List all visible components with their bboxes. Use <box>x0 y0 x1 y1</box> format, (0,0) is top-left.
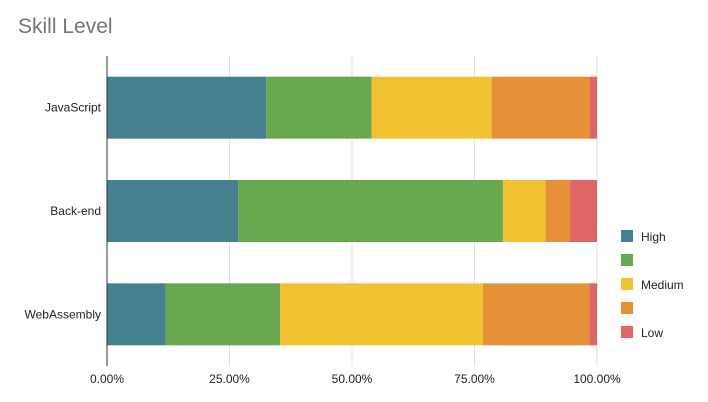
bar-segment <box>482 283 590 346</box>
x-tick-label: 0.00% <box>90 372 124 386</box>
bar-segment <box>371 76 492 139</box>
bar-segment <box>570 180 597 242</box>
legend-label: Low <box>641 326 663 340</box>
x-tick-label: 25.00% <box>209 372 250 386</box>
legend-label: Medium <box>641 278 684 292</box>
chart-title: Skill Level <box>18 15 113 38</box>
x-tick-label: 75.00% <box>454 372 495 386</box>
legend-swatch <box>621 326 633 338</box>
bar-segment <box>165 283 280 346</box>
y-tick-label: Back-end <box>50 204 101 218</box>
x-tick-label: 50.00% <box>332 372 373 386</box>
bar-segment <box>238 180 503 242</box>
y-tick-label: JavaScript <box>45 101 102 115</box>
bar-segment <box>279 283 483 346</box>
x-tick-label: 100.00% <box>573 372 621 386</box>
bar-segment <box>491 76 590 139</box>
bar-segment <box>545 180 571 242</box>
bar-segment <box>589 76 597 139</box>
legend-swatch <box>621 278 633 290</box>
bar-segment <box>107 283 166 346</box>
legend-swatch <box>621 254 633 266</box>
legend-swatch <box>621 302 633 314</box>
bar-segment <box>107 76 267 139</box>
bar-segment <box>589 283 597 346</box>
legend-swatch <box>621 230 633 242</box>
bar-segment <box>107 180 239 242</box>
bar-segment <box>266 76 372 139</box>
bar-segment <box>502 180 546 242</box>
legend-label: High <box>641 230 666 244</box>
y-tick-label: WebAssembly <box>25 307 101 321</box>
